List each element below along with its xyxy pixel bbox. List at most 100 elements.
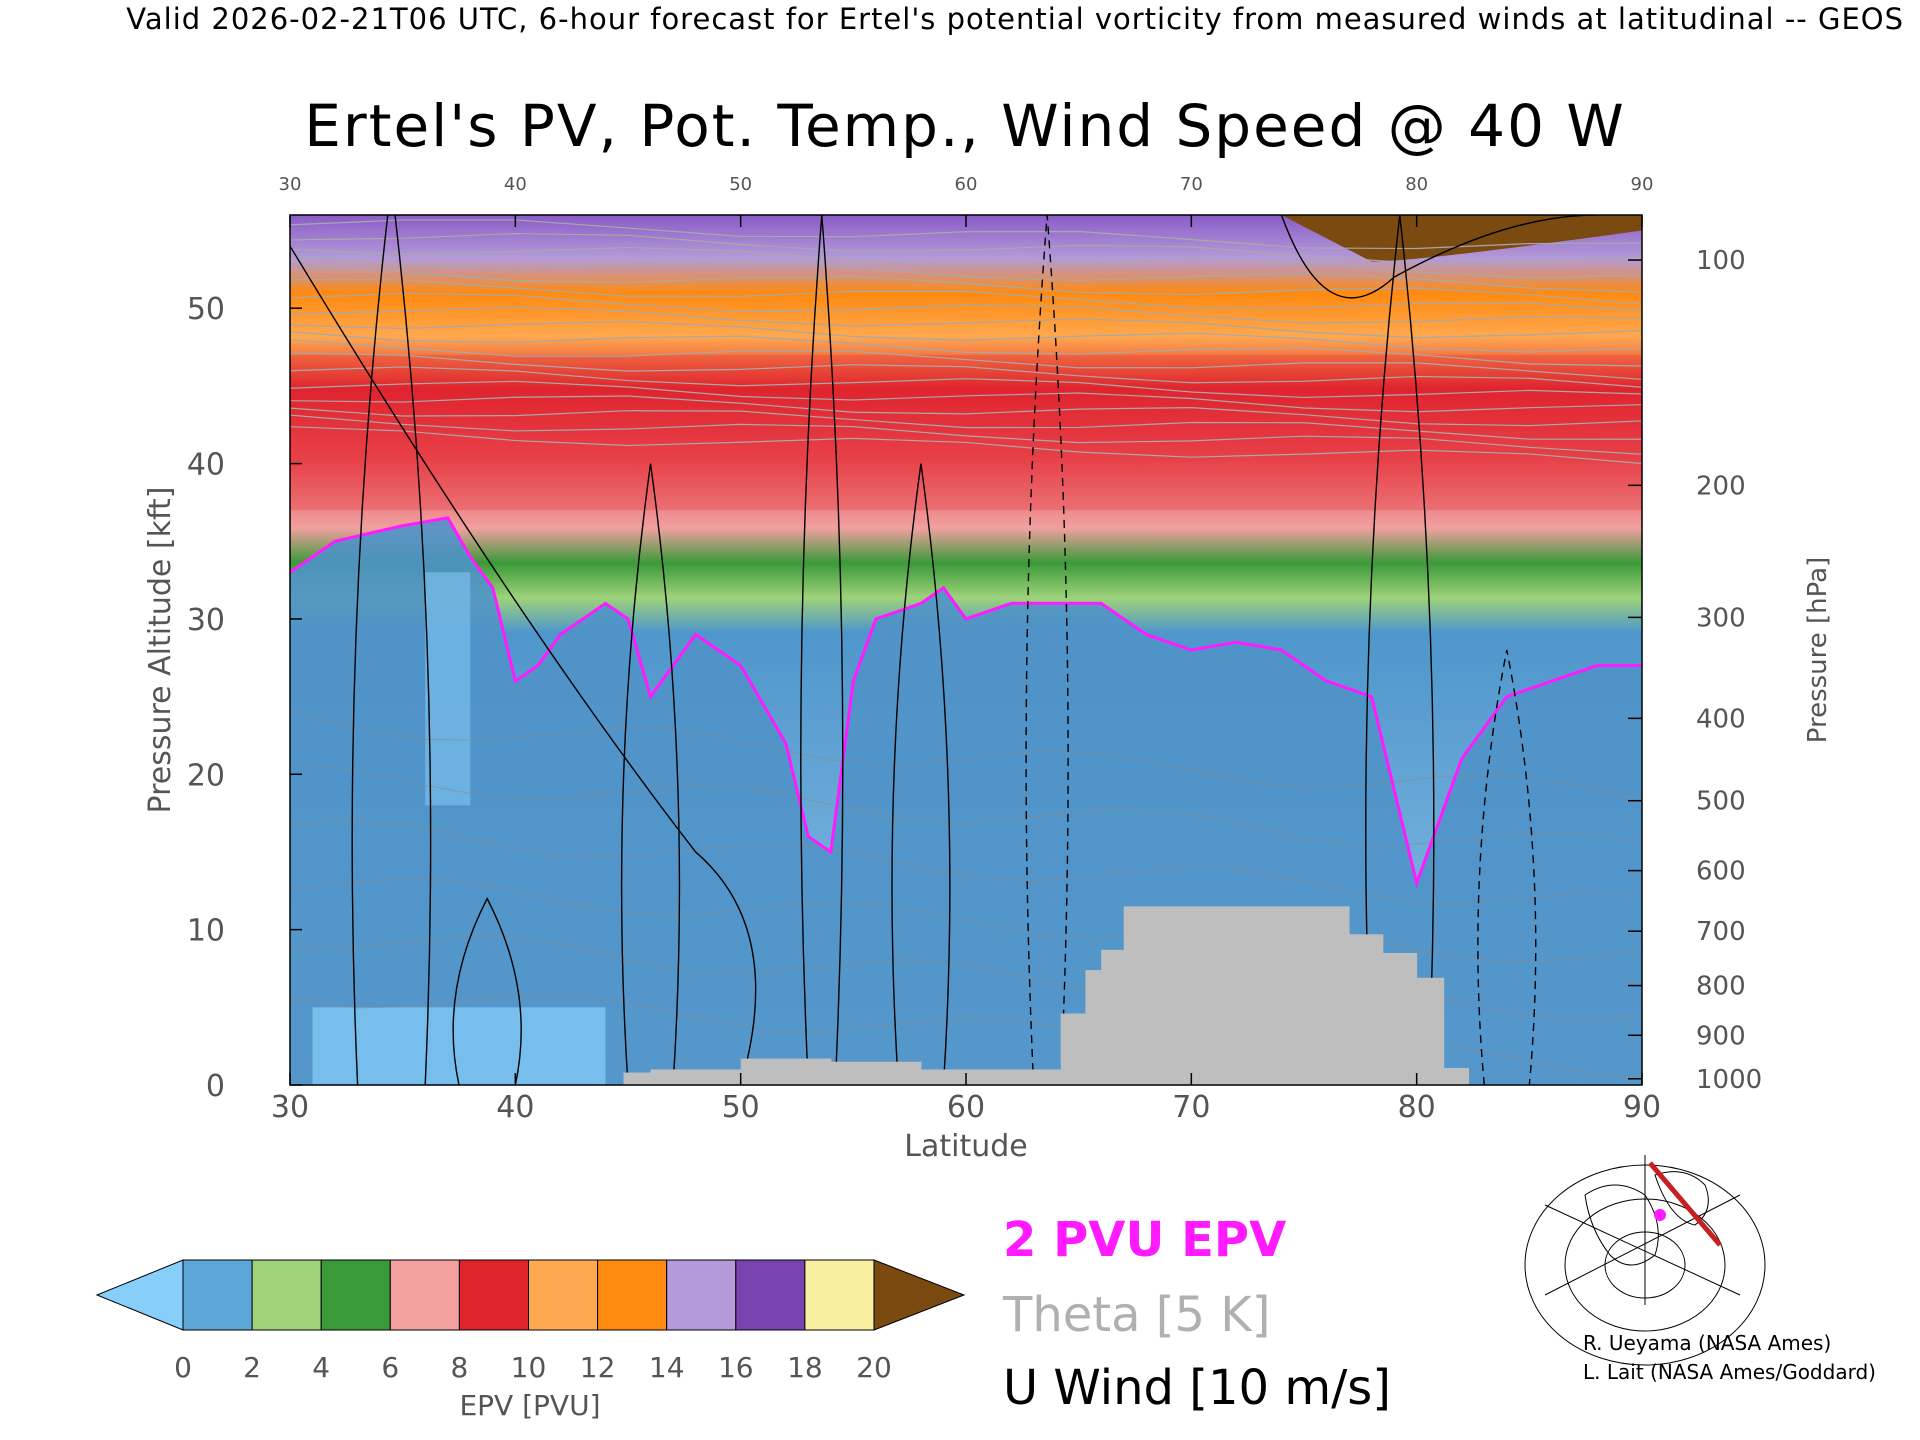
theta-contour xyxy=(290,352,1642,388)
x-tick-label: 40 xyxy=(496,1090,534,1125)
terrain-block xyxy=(1085,970,1102,1085)
y-tick-label: 10 xyxy=(187,914,225,949)
legend-theta: Theta [5 K] xyxy=(1003,1287,1271,1343)
terrain-block xyxy=(623,1072,652,1085)
colorbar-tick-label: 4 xyxy=(312,1351,330,1384)
x-top-tick-label: 90 xyxy=(1631,174,1654,195)
colorbar-segment xyxy=(458,1259,529,1331)
colorbar-label: EPV [PVU] xyxy=(459,1389,600,1422)
x-tick-label: 70 xyxy=(1172,1090,1210,1125)
x-tick-label: 50 xyxy=(722,1090,760,1125)
low-pv-patch xyxy=(312,1007,606,1085)
x-tick-label: 30 xyxy=(271,1090,309,1125)
colorbar-tick-label: 16 xyxy=(718,1351,754,1384)
colorbar-segment xyxy=(597,1259,668,1331)
theta-contour xyxy=(290,414,1642,455)
u-wind-contour xyxy=(351,215,432,1085)
theta-contour xyxy=(290,292,1642,324)
y-axis-title: Pressure Altitude [kft] xyxy=(143,487,178,814)
terrain-block xyxy=(1060,1013,1086,1085)
terrain-block xyxy=(1101,949,1125,1085)
theta-contour xyxy=(290,877,1642,963)
theta-contour xyxy=(290,761,1642,847)
x-top-tick-label: 80 xyxy=(1405,174,1428,195)
terrain-block xyxy=(1123,906,1159,1085)
legend-pvu: 2 PVU EPV xyxy=(1003,1212,1287,1268)
pressure-tick-label: 100 xyxy=(1696,246,1746,276)
colorbar-segment xyxy=(735,1259,806,1331)
theta-contour xyxy=(290,246,1642,279)
colorbar-min-arrow xyxy=(95,1259,184,1331)
terrain-block xyxy=(830,1061,922,1085)
very-high-pv-patch xyxy=(1281,215,1642,262)
x-tick-label: 80 xyxy=(1398,1090,1436,1125)
colorbar-segment xyxy=(666,1259,737,1331)
colorbar-tick-label: 12 xyxy=(580,1351,616,1384)
colorbar-segment xyxy=(251,1259,322,1331)
colorbar-tick-label: 2 xyxy=(243,1351,261,1384)
pressure-tick-label: 900 xyxy=(1696,1021,1746,1051)
colorbar-tick-label: 8 xyxy=(450,1351,468,1384)
colorbar-tick-label: 6 xyxy=(381,1351,399,1384)
theta-contour xyxy=(290,232,1642,264)
y-tick-label: 40 xyxy=(187,448,225,483)
theta-contour xyxy=(290,264,1642,305)
terrain-block xyxy=(1349,934,1384,1085)
credit-1: R. Ueyama (NASA Ames) xyxy=(1583,1331,1832,1355)
x-top-tick-label: 50 xyxy=(729,174,752,195)
y-tick-label: 0 xyxy=(206,1069,225,1104)
theta-contour xyxy=(290,339,1642,380)
terrain-block xyxy=(740,1058,832,1085)
x-top-tick-label: 40 xyxy=(504,174,527,195)
y-tick-label: 30 xyxy=(187,603,225,638)
pressure-tick-label: 500 xyxy=(1696,787,1746,817)
credit-2: L. Lait (NASA Ames/Goddard) xyxy=(1583,1360,1876,1384)
theta-contour xyxy=(290,380,1642,413)
y-tick-label: 20 xyxy=(187,758,225,793)
theta-contour xyxy=(290,819,1642,905)
x-axis-title: Latitude xyxy=(904,1129,1027,1164)
legend-u-wind: U Wind [10 m/s] xyxy=(1003,1360,1392,1416)
pressure-tick-label: 700 xyxy=(1696,917,1746,947)
colorbar-tick-label: 10 xyxy=(511,1351,547,1384)
terrain-block xyxy=(650,1069,742,1085)
theta-contour xyxy=(290,254,1642,293)
colorbar-tick-label: 20 xyxy=(856,1351,892,1384)
colorbar-segment xyxy=(804,1259,875,1331)
terrain-block xyxy=(1443,1067,1469,1085)
colorbar-tick-label: 14 xyxy=(649,1351,685,1384)
chart-title: Ertel's PV, Pot. Temp., Wind Speed @ 40 … xyxy=(304,92,1626,160)
colorbar-segment xyxy=(182,1259,253,1331)
theta-contour xyxy=(290,219,1642,250)
theta-contour xyxy=(290,278,1642,312)
terrain-block xyxy=(920,1069,1062,1085)
y-tick-label: 50 xyxy=(187,292,225,327)
colorbar-segment xyxy=(528,1259,599,1331)
theta-contour xyxy=(290,711,1642,801)
terrain-block xyxy=(1382,952,1418,1085)
theta-contour xyxy=(290,395,1642,427)
y2-axis-title: Pressure [hPa] xyxy=(1803,557,1833,744)
u-wind-contour xyxy=(1477,649,1537,1085)
pressure-tick-label: 600 xyxy=(1696,857,1746,887)
u-wind-contour xyxy=(1280,215,1597,299)
header-text: Valid 2026-02-21T06 UTC, 6-hour forecast… xyxy=(126,2,1904,36)
pressure-tick-label: 800 xyxy=(1696,972,1746,1002)
colorbar: 0 2 4 6 8 10 12 14 16 18 20 xyxy=(95,1259,966,1384)
terrain-block xyxy=(1416,977,1445,1085)
x-top-tick-label: 60 xyxy=(955,174,978,195)
pv-2pvu-line xyxy=(290,516,1642,889)
low-pv-patch xyxy=(425,572,471,806)
u-wind-contour xyxy=(1025,215,1069,1085)
pressure-tick-label: 400 xyxy=(1696,704,1746,734)
colorbar-tick-label: 0 xyxy=(174,1351,192,1384)
theta-contour xyxy=(290,407,1642,440)
colorbar-max-arrow xyxy=(873,1259,966,1331)
u-wind-contour xyxy=(800,215,844,1085)
pressure-tick-label: 300 xyxy=(1696,603,1746,633)
inset-map xyxy=(1524,1155,1766,1366)
u-wind-contour xyxy=(452,897,522,1085)
theta-contour xyxy=(290,331,1642,367)
theta-contour xyxy=(290,426,1642,465)
